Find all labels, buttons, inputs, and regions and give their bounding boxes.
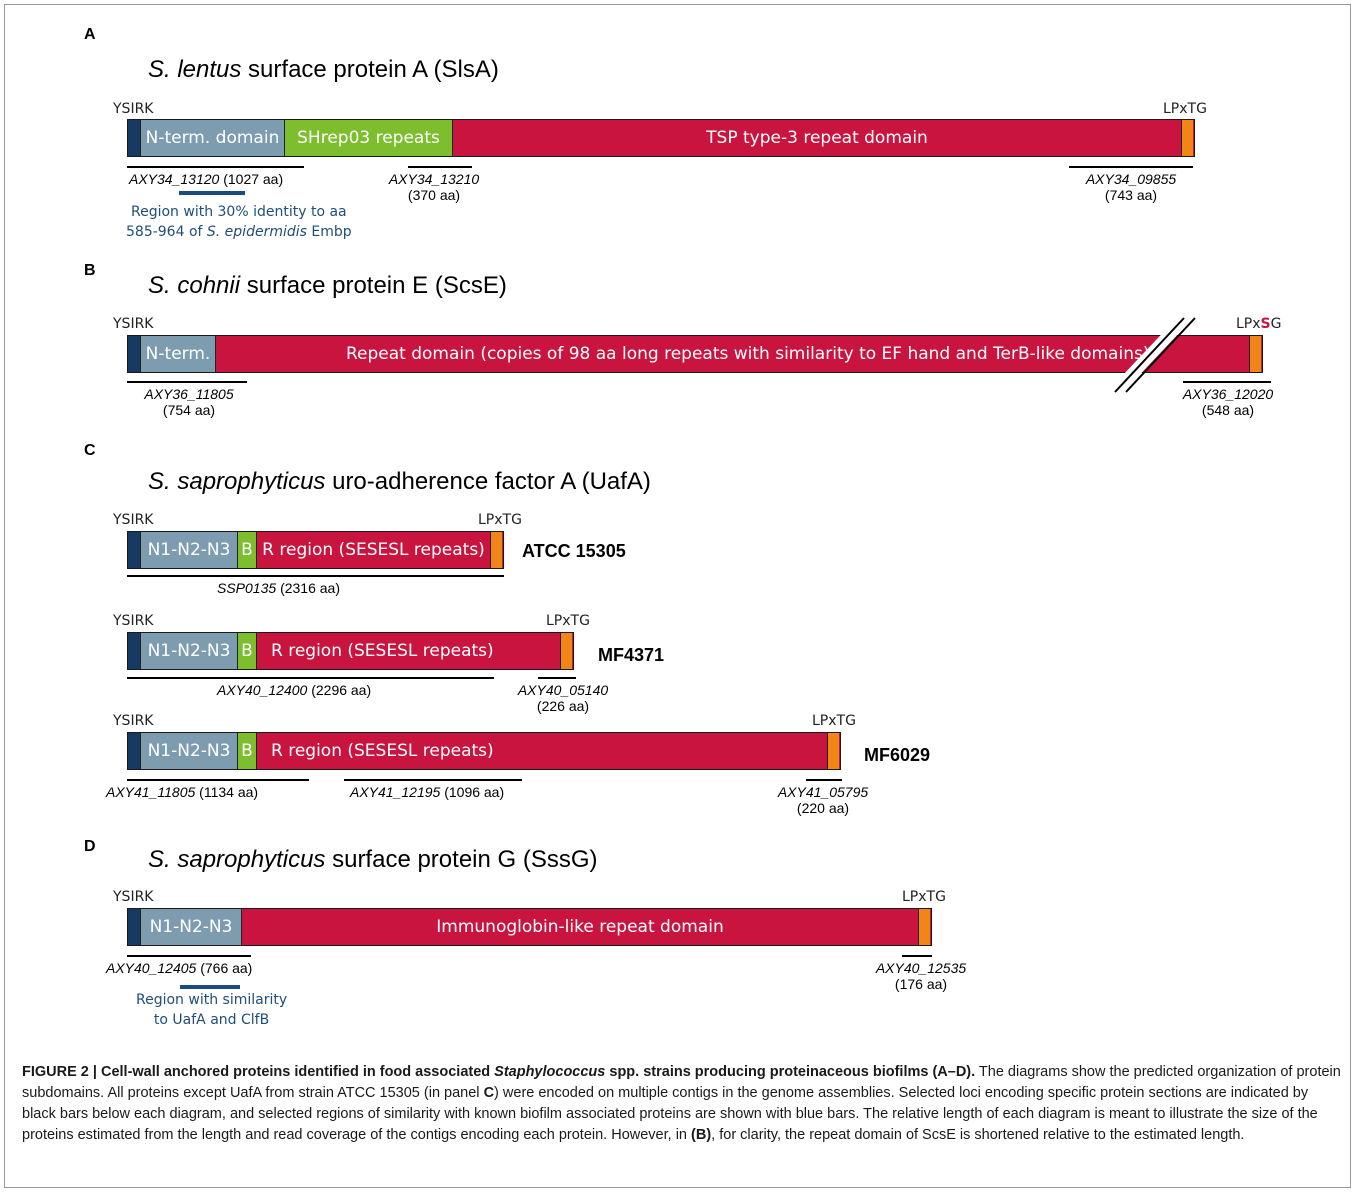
n1-n2-n3-domain: N1-N2-N3 — [141, 733, 238, 769]
c3-ysirk-label: YSIRK — [113, 713, 154, 729]
figure-caption: FIGURE 2 | Cell-wall anchored proteins i… — [22, 1064, 1341, 1143]
c2-protein-bar: N1-N2-N3 B R region (SESESL repeats) — [127, 632, 574, 670]
panel-b-title: S. cohnii surface protein E (ScsE) — [148, 272, 507, 299]
c2-lpxtg-label: LPxTG — [546, 613, 590, 629]
ysirk-domain — [128, 733, 141, 769]
locus-label: AXY34_13210 (370 aa) — [388, 171, 480, 203]
locus-label: AXY36_11805 (754 aa) — [144, 386, 234, 418]
c2-ysirk-label: YSIRK — [113, 613, 154, 629]
ysirk-domain — [128, 909, 141, 945]
panel-a-protein-bar: N-term. domain SHrep03 repeats TSP type-… — [127, 119, 1195, 157]
strain-label: MF6029 — [864, 745, 931, 765]
locus-bar — [1069, 166, 1193, 168]
locus-bar — [127, 677, 494, 679]
n1-n2-n3-domain: N1-N2-N3 — [141, 633, 238, 669]
locus-bar — [127, 575, 504, 577]
locus-label: AXY40_12400 (2296 aa) — [217, 682, 372, 698]
tsp-repeat-domain: TSP type-3 repeat domain — [453, 120, 1181, 156]
locus-label: AXY41_11805 (1134 aa) — [106, 784, 259, 800]
b-domain: B — [238, 532, 257, 568]
panel-b-protein-bar: N-term. Repeat domain (copies of 98 aa l… — [127, 335, 1263, 373]
repeat-domain: Repeat domain (copies of 98 aa long repe… — [216, 336, 1249, 372]
panel-d-title: S. saprophyticus surface protein G (SssG… — [148, 846, 598, 873]
panel-d-protein-bar: N1-N2-N3 Immunoglobin-like repeat domain — [127, 908, 932, 946]
strain-label: MF4371 — [598, 645, 665, 665]
panel-c-title: S. saprophyticus uro-adherence factor A … — [148, 468, 651, 495]
strain-label: ATCC 15305 — [522, 541, 626, 561]
locus-bar — [127, 955, 251, 957]
locus-bar — [408, 166, 472, 168]
n-term-domain: N-term. domain — [141, 120, 285, 156]
locus-label: AXY34_09855 (743 aa) — [1085, 171, 1177, 203]
panel-d-lpxtg-label: LPxTG — [902, 889, 946, 905]
locus-bar — [127, 779, 309, 781]
locus-label: AXY40_12535 (176 aa) — [875, 960, 967, 992]
locus-bar — [344, 779, 522, 781]
lpxtg-domain — [560, 633, 572, 669]
ysirk-domain — [128, 633, 141, 669]
ysirk-domain — [128, 336, 141, 372]
c1-protein-bar: N1-N2-N3 B R region (SESESL repeats) — [127, 531, 504, 569]
panel-b-lpxsg-label: LPxSG — [1236, 316, 1282, 332]
b-domain: B — [238, 633, 257, 669]
similarity-region-bar — [179, 191, 245, 195]
locus-bar — [538, 677, 576, 679]
locus-bar — [902, 955, 932, 957]
lpxtg-domain — [827, 733, 839, 769]
n1-n2-n3-domain: N1-N2-N3 — [141, 532, 238, 568]
locus-label: AXY40_05140 (226 aa) — [517, 682, 609, 714]
panel-b-letter: B — [84, 262, 96, 279]
locus-bar — [806, 779, 842, 781]
lpxtg-domain — [490, 532, 502, 568]
similarity-note: Region with similarity to UafA and ClfB — [136, 992, 288, 1028]
lpxsg-domain — [1249, 336, 1261, 372]
panel-b-ysirk-label: YSIRK — [113, 316, 154, 332]
lpxtg-domain — [918, 909, 930, 945]
c1-lpxtg-label: LPxTG — [478, 512, 522, 528]
locus-label: AXY41_12195 (1096 aa) — [350, 784, 505, 800]
panel-a-title: S. lentus surface protein A (SlsA) — [148, 56, 499, 83]
locus-bar — [127, 381, 247, 383]
panel-d-ysirk-label: YSIRK — [113, 889, 154, 905]
immunoglobin-like-domain: Immunoglobin-like repeat domain — [242, 909, 918, 945]
similarity-note: Region with 30% identity to aa 585-964 o… — [126, 204, 352, 240]
panel-d-letter: D — [84, 838, 96, 855]
locus-label: AXY34_13120 (1027 aa) — [129, 171, 284, 187]
locus-label: AXY40_12405 (766 aa) — [106, 960, 253, 976]
n-term-domain: N-term. — [141, 336, 216, 372]
panel-a-ysirk-label: YSIRK — [113, 101, 154, 117]
locus-label: SSP0135 (2316 aa) — [217, 580, 340, 596]
similarity-region-bar — [180, 985, 240, 989]
c1-ysirk-label: YSIRK — [113, 512, 154, 528]
locus-label: AXY41_05795 (220 aa) — [777, 784, 869, 816]
shrep03-domain: SHrep03 repeats — [285, 120, 453, 156]
lpxtg-domain — [1181, 120, 1193, 156]
locus-bar — [127, 166, 304, 168]
c3-lpxtg-label: LPxTG — [812, 713, 856, 729]
panel-a-letter: A — [84, 26, 96, 43]
figure-frame — [4, 4, 1351, 1188]
panel-a-lpxtg-label: LPxTG — [1163, 101, 1207, 117]
locus-bar — [1183, 381, 1271, 383]
r-region-domain: R region (SESESL repeats) — [257, 532, 490, 568]
r-region-domain: R region (SESESL repeats) — [257, 633, 560, 669]
n1-n2-n3-domain: N1-N2-N3 — [141, 909, 242, 945]
panel-c-letter: C — [84, 442, 96, 459]
ysirk-domain — [128, 532, 141, 568]
c3-protein-bar: N1-N2-N3 B R region (SESESL repeats) — [127, 732, 841, 770]
locus-label: AXY36_12020 (548 aa) — [1182, 386, 1274, 418]
b-domain: B — [238, 733, 257, 769]
break-mark — [1112, 312, 1196, 395]
r-region-domain: R region (SESESL repeats) — [257, 733, 827, 769]
ysirk-domain — [128, 120, 141, 156]
